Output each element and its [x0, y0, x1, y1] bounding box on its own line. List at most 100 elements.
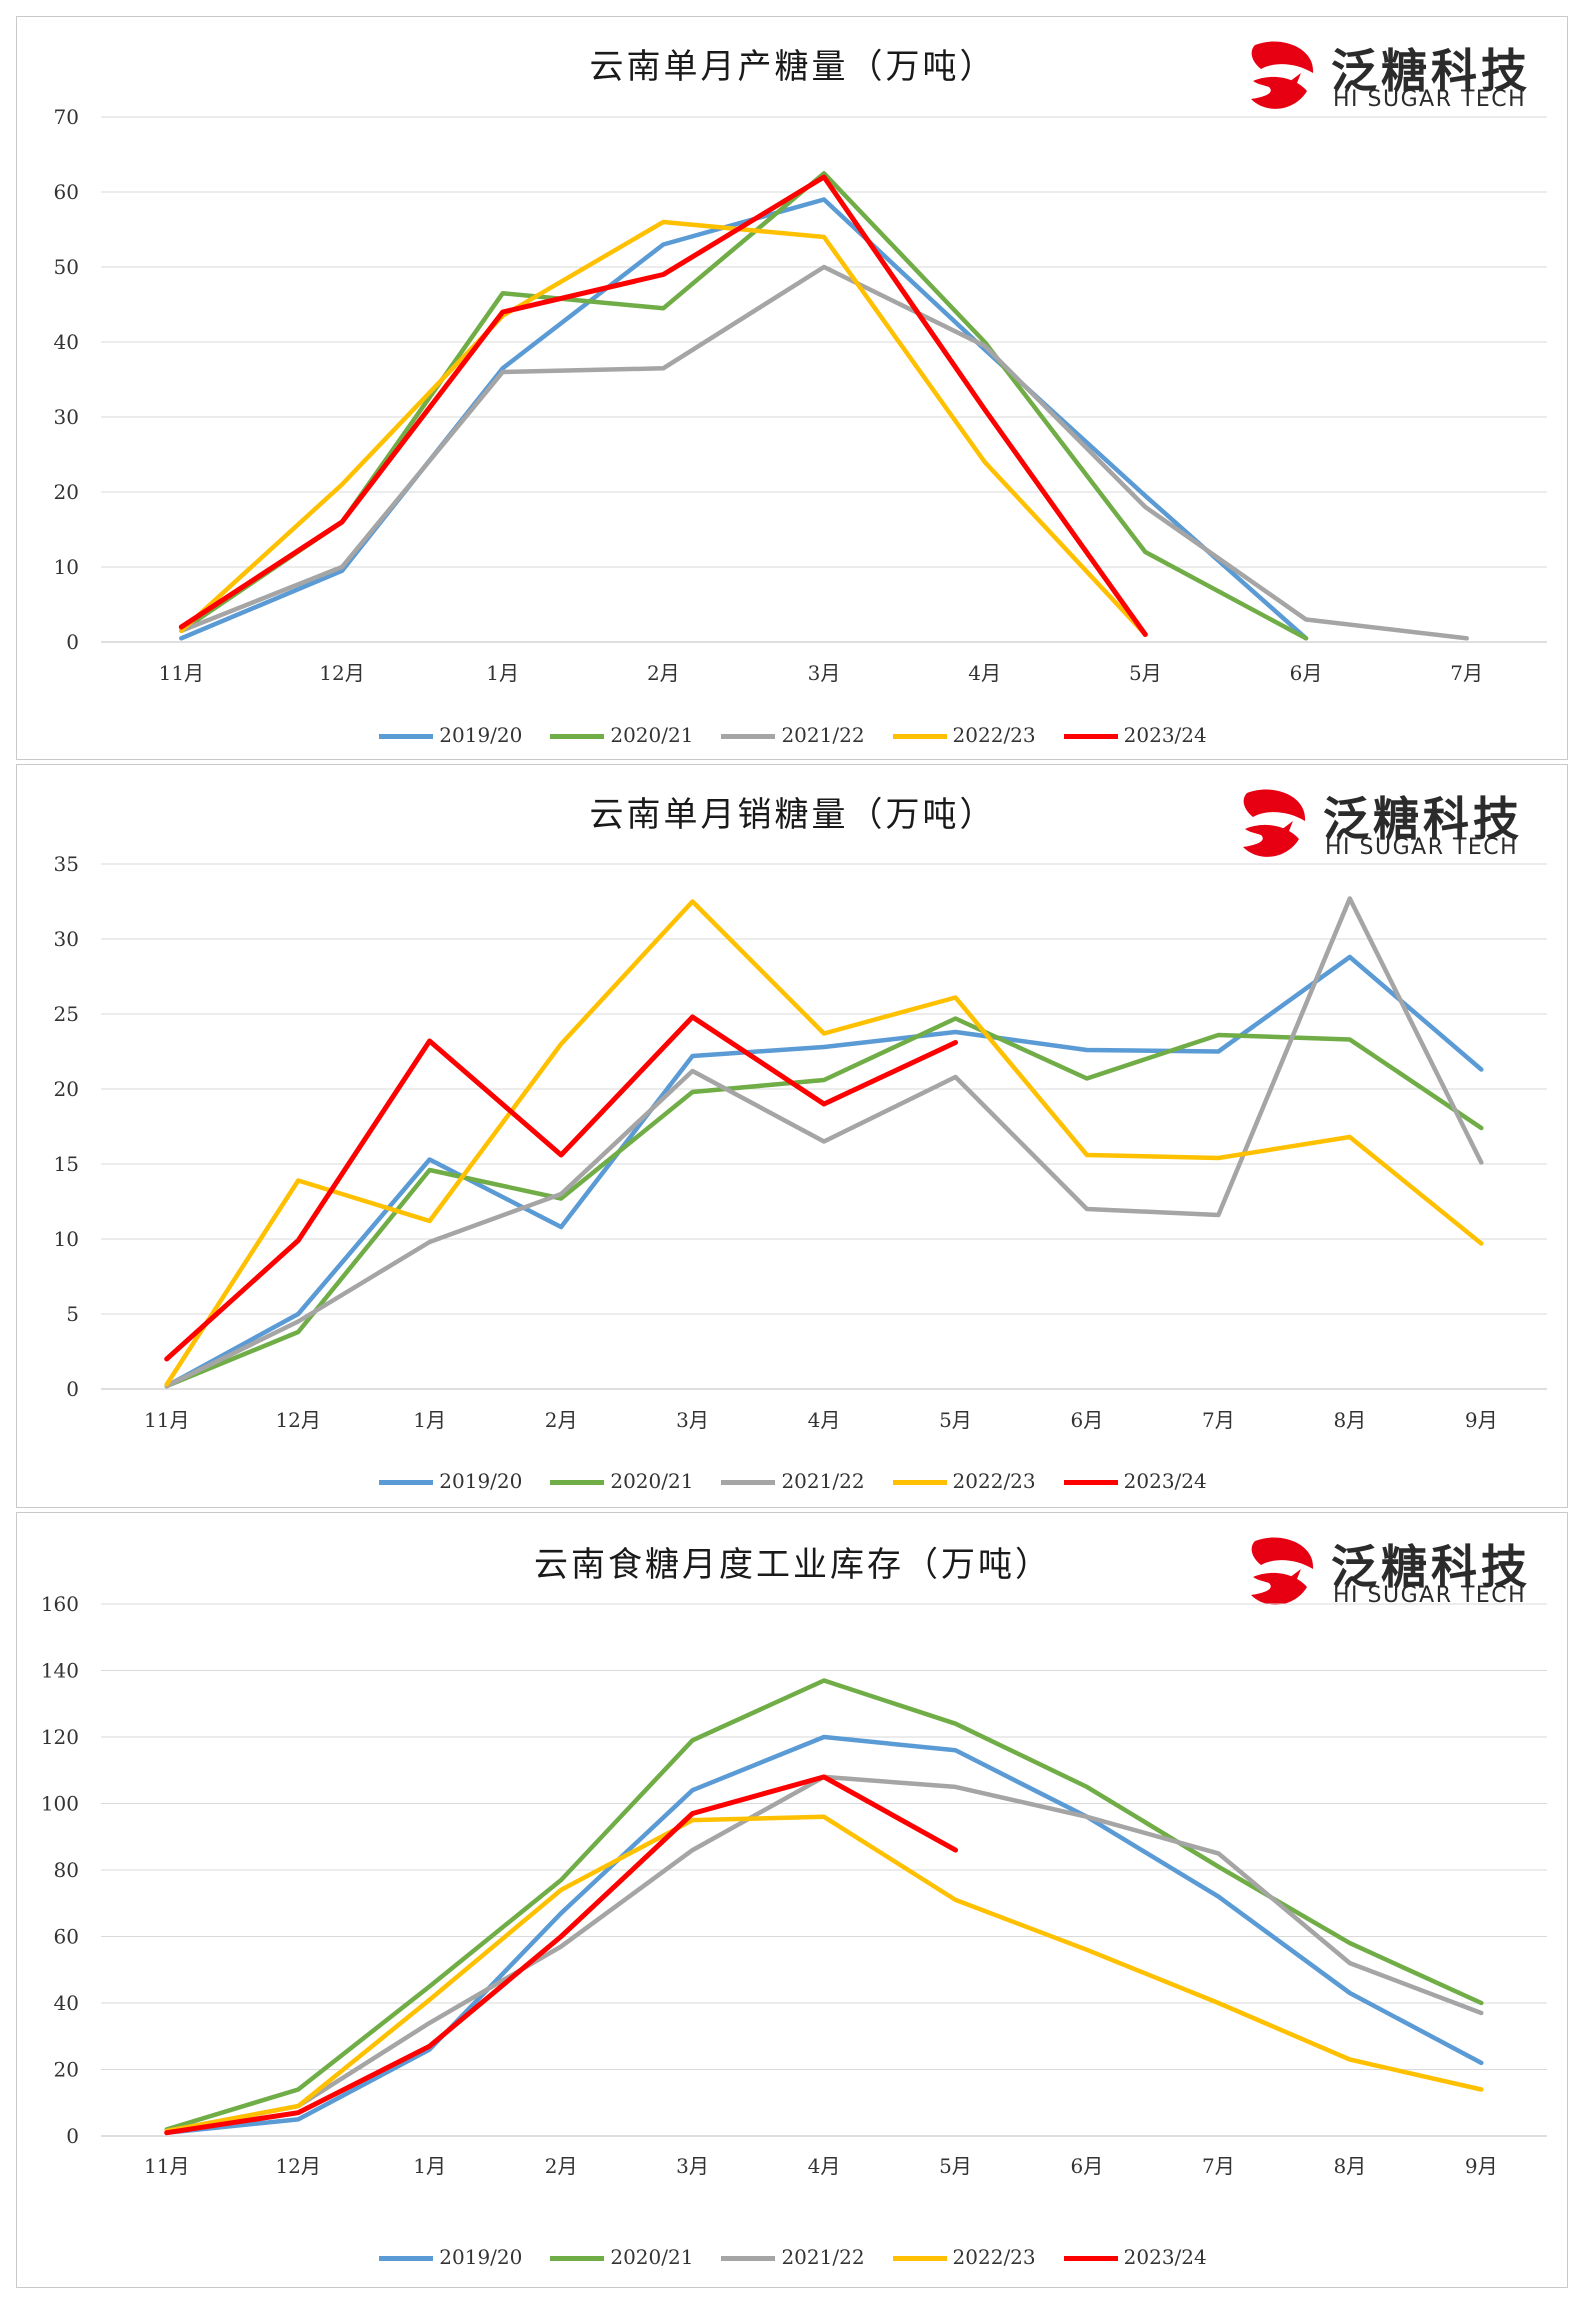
y-tick-label: 80 — [54, 1858, 79, 1882]
chart-panel-inventory: 云南食糖月度工业库存（万吨） 泛糖科技 HI SUGAR TECH 0 20 40 6… — [16, 1512, 1568, 2288]
y-tick-label: 5 — [66, 1302, 79, 1326]
legend-item: 2022/23 — [892, 1469, 1036, 1493]
y-tick-label: 30 — [54, 927, 79, 951]
x-tick-label: 11月 — [159, 661, 204, 685]
x-tick-label: 12月 — [319, 661, 364, 685]
x-tick-label: 7月 — [1450, 661, 1483, 685]
chart-svg-production: 0 10 20 30 40 50 60 70 11月 12月 1月 2月 3月 4月 5月 6月 7月 — [54, 105, 1547, 685]
x-tick-label: 8月 — [1333, 1408, 1366, 1432]
y-tick-label: 40 — [54, 1991, 79, 2015]
legend-swatch — [892, 2256, 947, 2261]
legend-swatch — [379, 2256, 434, 2261]
x-tick-label: 6月 — [1290, 661, 1323, 685]
y-tick-label: 35 — [54, 852, 79, 876]
series-line-2022-23 — [164, 899, 1484, 1387]
x-tick-label: 4月 — [808, 1408, 841, 1432]
x-tick-label: 2月 — [545, 1408, 578, 1432]
x-tick-label: 7月 — [1202, 2154, 1235, 2178]
legend-swatch — [892, 1480, 947, 1485]
legend-label: 2022/23 — [952, 1469, 1036, 1493]
series-line-2019-20 — [164, 954, 1484, 1389]
legend-swatch — [721, 734, 776, 739]
legend-swatch — [550, 734, 605, 739]
brand-logo: 泛糖科技 HI SUGAR TECH — [1245, 35, 1565, 125]
legend-item: 2019/20 — [379, 1469, 522, 1493]
x-tick-label: 12月 — [275, 2154, 320, 2178]
legend-label: 2023/24 — [1123, 2245, 1207, 2269]
legend-item: 2019/20 — [379, 2245, 522, 2269]
y-tick-label: 20 — [54, 480, 79, 504]
legend-label: 2021/22 — [781, 2245, 865, 2269]
x-tick-label: 1月 — [413, 1408, 446, 1432]
legend-item: 2022/23 — [892, 2245, 1036, 2269]
chart-title: 云南食糖月度工业库存（万吨） — [534, 1545, 1052, 1585]
y-tick-label: 30 — [54, 405, 79, 429]
chart-legend: 2019/20 2020/21 2021/22 2022/23 2023/24 — [17, 723, 1569, 747]
x-tick-label: 9月 — [1465, 1408, 1498, 1432]
series-line-2021-22 — [179, 264, 1469, 641]
legend-item: 2023/24 — [1063, 723, 1207, 747]
y-tick-label: 60 — [54, 1925, 79, 1949]
legend-item: 2022/23 — [892, 723, 1036, 747]
y-tick-label: 25 — [54, 1002, 79, 1026]
chart-title: 云南单月销糖量（万吨） — [589, 795, 997, 835]
y-tick-label: 10 — [54, 1227, 79, 1251]
y-tick-label: 40 — [54, 330, 79, 354]
legend-label: 2019/20 — [439, 1469, 523, 1493]
series-line-2019-20 — [164, 1734, 1484, 2135]
x-tick-label: 7月 — [1202, 1408, 1235, 1432]
legend-item: 2021/22 — [721, 723, 865, 747]
legend-item: 2019/20 — [379, 723, 522, 747]
x-tick-label: 9月 — [1465, 2154, 1498, 2178]
brand-logo: 泛糖科技 HI SUGAR TECH — [1237, 783, 1557, 873]
y-tick-label: 0 — [66, 630, 79, 654]
legend-swatch — [892, 734, 947, 739]
legend-label: 2022/23 — [952, 2245, 1036, 2269]
x-tick-label: 11月 — [144, 2154, 189, 2178]
y-tick-label: 20 — [54, 2058, 79, 2082]
logo-chinese-name: 泛糖科技 — [1331, 1540, 1531, 1594]
legend-label: 2020/21 — [610, 723, 694, 747]
x-tick-label: 4月 — [968, 661, 1001, 685]
chart-panel-production: 云南单月产糖量（万吨） 泛糖科技 HI SUGAR TECH 0 10 20 30 40… — [16, 16, 1568, 760]
x-tick-label: 3月 — [676, 1408, 709, 1432]
y-tick-label: 50 — [54, 255, 79, 279]
legend-item: 2020/21 — [550, 1469, 693, 1493]
x-tick-label: 2月 — [647, 661, 680, 685]
series-line-2019-20 — [179, 197, 1309, 641]
y-tick-label: 20 — [54, 1077, 79, 1101]
hi-sugar-logo-icon — [1251, 1537, 1314, 1605]
legend-label: 2022/23 — [952, 723, 1036, 747]
chart-svg-sales: 0 5 10 15 20 25 30 35 11月 12月 1月 2月 3月 4月 5月 6月 7月 8月 9月 — [54, 852, 1547, 1432]
legend-swatch — [550, 1480, 605, 1485]
chart-legend: 2019/20 2020/21 2021/22 2022/23 2023/24 — [17, 1469, 1569, 1493]
legend-item: 2020/21 — [550, 2245, 693, 2269]
logo-english-name: HI SUGAR TECH — [1325, 835, 1519, 860]
x-tick-label: 8月 — [1333, 2154, 1366, 2178]
legend-item: 2020/21 — [550, 723, 693, 747]
chart-title: 云南单月产糖量（万吨） — [589, 47, 997, 87]
x-tick-label: 5月 — [939, 1408, 972, 1432]
hi-sugar-logo-icon — [1251, 41, 1314, 109]
y-tick-label: 60 — [54, 180, 79, 204]
x-tick-label: 6月 — [1071, 1408, 1104, 1432]
series-line-2020-21 — [179, 171, 1309, 641]
legend-item: 2023/24 — [1063, 1469, 1207, 1493]
x-tick-label: 5月 — [939, 2154, 972, 2178]
chart-legend: 2019/20 2020/21 2021/22 2022/23 2023/24 — [17, 2245, 1569, 2269]
legend-swatch — [1063, 1480, 1118, 1485]
legend-label: 2021/22 — [781, 723, 865, 747]
legend-swatch — [721, 1480, 776, 1485]
x-tick-label: 12月 — [275, 1408, 320, 1432]
legend-label: 2019/20 — [439, 2245, 523, 2269]
series-line-2023-24 — [164, 1774, 958, 2136]
x-tick-label: 6月 — [1071, 2154, 1104, 2178]
series-line-2021-22 — [164, 896, 1484, 1389]
legend-swatch — [1063, 2256, 1118, 2261]
y-tick-label: 0 — [66, 1377, 79, 1401]
series-line-2023-24 — [164, 1014, 958, 1362]
legend-swatch — [550, 2256, 605, 2261]
hi-sugar-logo-icon — [1243, 789, 1306, 857]
logo-chinese-name: 泛糖科技 — [1331, 44, 1531, 98]
x-tick-label: 3月 — [808, 661, 841, 685]
